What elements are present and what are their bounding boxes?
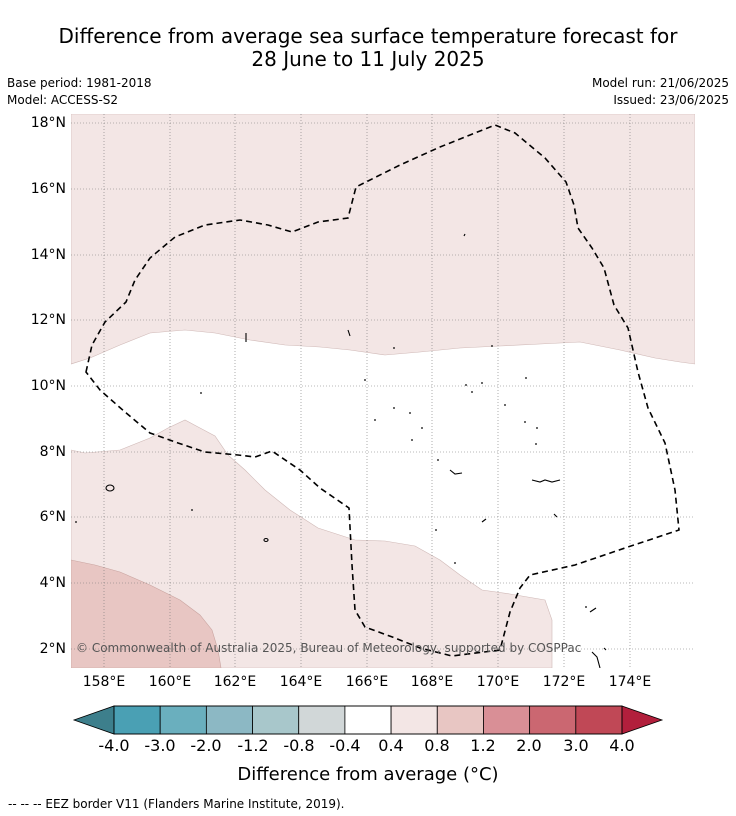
lon-label: 164°E — [279, 674, 323, 690]
lat-label: 6°N — [39, 509, 66, 525]
colorbar-segment — [483, 705, 531, 735]
lon-label: 174°E — [608, 674, 652, 690]
colorbar-tick: -0.4 — [329, 736, 361, 755]
lon-label: 162°E — [213, 674, 257, 690]
lat-label: 12°N — [30, 312, 66, 328]
colorbar-segment — [344, 705, 392, 735]
lon-label: 158°E — [82, 674, 126, 690]
colorbar-segment — [390, 705, 438, 735]
colorbar-segment — [298, 705, 346, 735]
islands — [105, 233, 607, 668]
lat-label: 14°N — [30, 247, 66, 263]
colorbar-tick: 1.2 — [470, 736, 496, 755]
map-title-line2: 28 June to 11 July 2025 — [251, 47, 485, 71]
colorbar-tick: 4.0 — [609, 736, 635, 755]
colorbar-segment — [575, 705, 623, 735]
eez-footnote: -- -- -- EEZ border V11 (Flanders Marine… — [8, 797, 345, 811]
colorbar-segment — [113, 705, 161, 735]
warm-anomaly-north — [71, 114, 695, 365]
lat-label: 10°N — [30, 378, 66, 394]
lon-label: 170°E — [476, 674, 520, 690]
colorbar-tick: -2.0 — [190, 736, 222, 755]
colorbar-segment — [159, 705, 207, 735]
colorbar-tick: 0.8 — [424, 736, 450, 755]
colorbar-tick: 2.0 — [516, 736, 542, 755]
colorbar-tick: -4.0 — [98, 736, 130, 755]
colorbar-title: Difference from average (°C) — [237, 764, 499, 785]
lat-label: 18°N — [30, 115, 66, 131]
lat-label: 2°N — [39, 641, 66, 657]
map-grid — [71, 114, 695, 668]
lat-label: 8°N — [39, 444, 66, 460]
colorbar-segment — [529, 705, 577, 735]
lon-label: 166°E — [345, 674, 389, 690]
atoll-dots — [75, 345, 587, 608]
colorbar-tick: 0.4 — [378, 736, 404, 755]
colorbar-segment — [205, 705, 253, 735]
copyright-credit: © Commonwealth of Australia 2025, Bureau… — [76, 641, 582, 655]
lat-label: 16°N — [30, 181, 66, 197]
lon-label: 172°E — [542, 674, 586, 690]
lat-label: 4°N — [39, 575, 66, 591]
colorbar-segment — [252, 705, 300, 735]
model-run: Model run: 21/06/2025 — [591, 76, 729, 90]
colorbar-tick: -1.2 — [237, 736, 269, 755]
colorbar-segment — [436, 705, 484, 735]
colorbar — [72, 705, 664, 735]
warm-anomaly-strong — [71, 559, 222, 668]
lon-label: 160°E — [148, 674, 192, 690]
map-title-line1: Difference from average sea surface temp… — [58, 24, 678, 48]
colorbar-tick: -3.0 — [144, 736, 176, 755]
base-period: Base period: 1981-2018 — [7, 76, 152, 90]
model-name: Model: ACCESS-S2 — [7, 93, 119, 107]
colorbar-tick: -0.8 — [283, 736, 315, 755]
lon-label: 168°E — [410, 674, 454, 690]
issued-date: Issued: 23/06/2025 — [613, 93, 729, 107]
colorbar-tick: 3.0 — [563, 736, 589, 755]
